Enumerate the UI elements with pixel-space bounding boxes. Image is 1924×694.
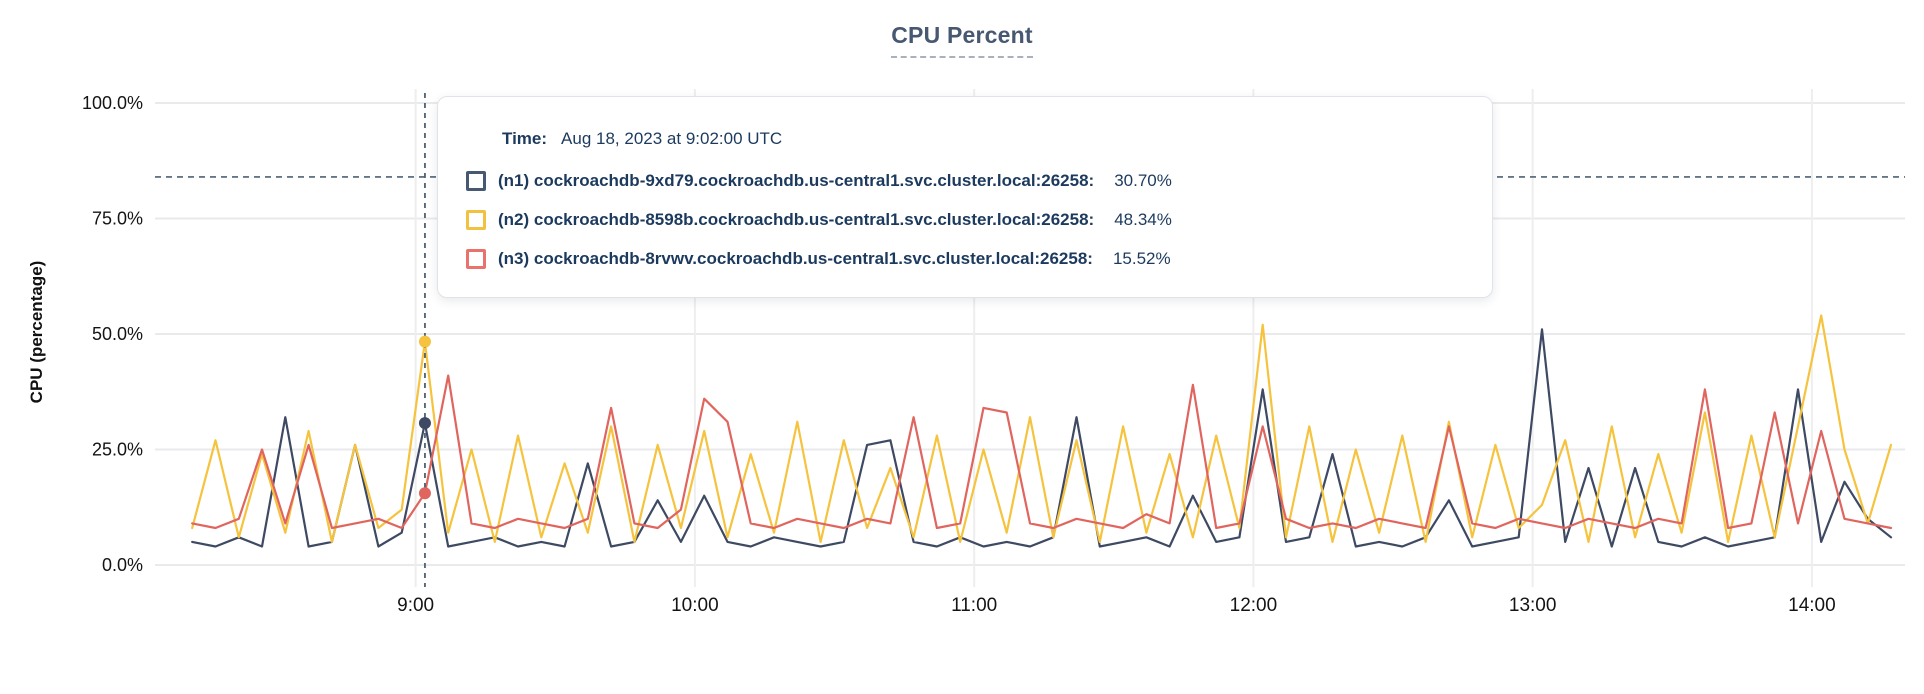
crosshair-dot-n2 [418,335,431,348]
series-line-n2[interactable] [191,314,1893,544]
y-tick-label: 25.0% [92,440,143,460]
crosshair-dot-n1 [418,417,431,430]
chart-tooltip: Time: Aug 18, 2023 at 9:02:00 UTC (n1) c… [437,96,1493,298]
tooltip-time-label: Time: [502,129,548,148]
x-tick-label: 9:00 [397,595,434,616]
x-tick-label: 13:00 [1509,595,1557,616]
chart-title: CPU Percent [891,22,1033,58]
y-tick-label: 100.0% [82,93,143,113]
legend-row-n1: (n1) cockroachdb-9xd79.cockroachdb.us-ce… [466,169,1464,193]
x-tick-label: 11:00 [951,595,997,616]
legend-label-n3: (n3) cockroachdb-8rvwv.cockroachdb.us-ce… [498,249,1093,268]
legend-row-n3: (n3) cockroachdb-8rvwv.cockroachdb.us-ce… [466,247,1464,271]
legend-value-n2: 48.34% [1114,210,1172,229]
x-tick-label: 12:00 [1230,595,1278,616]
legend-label-n2: (n2) cockroachdb-8598b.cockroachdb.us-ce… [498,210,1095,229]
x-tick-label: 10:00 [671,595,719,616]
y-tick-label: 0.0% [102,555,143,575]
series-line-n1[interactable] [191,328,1893,548]
legend-swatch-n2 [466,210,486,230]
y-tick-label: 75.0% [92,209,143,229]
tooltip-time-row: Time: Aug 18, 2023 at 9:02:00 UTC [466,127,1464,151]
y-tick-label: 50.0% [92,324,143,344]
legend-swatch-n1 [466,171,486,191]
legend-label-n1: (n1) cockroachdb-9xd79.cockroachdb.us-ce… [498,171,1095,190]
legend-row-n2: (n2) cockroachdb-8598b.cockroachdb.us-ce… [466,208,1464,232]
legend-value-n3: 15.52% [1112,249,1171,268]
tooltip-time-value: Aug 18, 2023 at 9:02:00 UTC [561,129,783,148]
chart-title-wrap: CPU Percent [0,22,1924,58]
series-line-n3[interactable] [191,374,1893,530]
legend-value-n1: 30.70% [1114,171,1172,190]
legend-swatch-n3 [466,249,486,269]
crosshair-dot-n3 [418,487,431,500]
x-tick-label: 14:00 [1788,595,1836,616]
